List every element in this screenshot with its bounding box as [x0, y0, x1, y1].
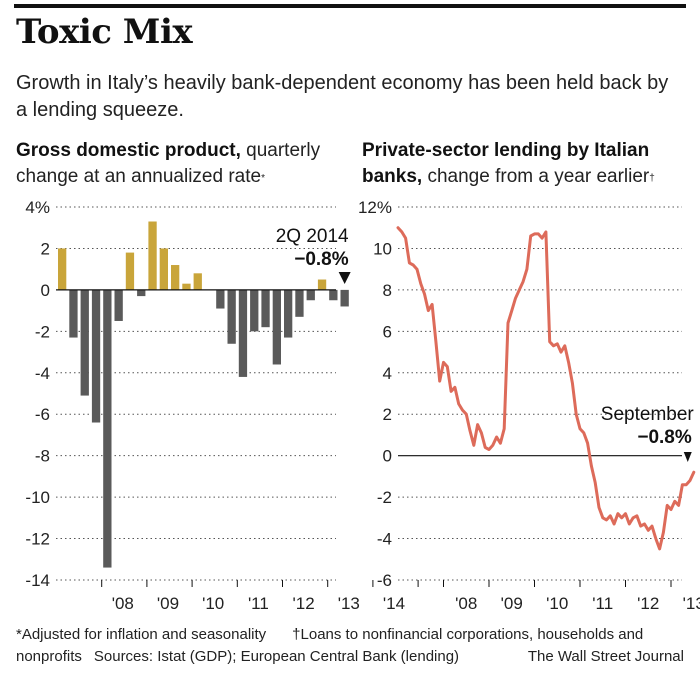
top-rule [14, 4, 686, 8]
gdp-title-mark: * [261, 173, 265, 184]
gdp-bar [272, 289, 281, 365]
lending-series-line [396, 226, 696, 551]
gdp-bar [284, 289, 293, 338]
gdp-bar [193, 273, 202, 290]
credit-line: The Wall Street Journal [527, 648, 684, 665]
lending-xtick-label: '09 [501, 594, 523, 613]
lending-xtick-label: '08 [455, 594, 477, 613]
gdp-bar [295, 289, 304, 317]
lending-xtick-label: '11 [592, 594, 613, 613]
gdp-bar [80, 289, 89, 396]
sources-note: Sources: Istat (GDP); European Central B… [93, 648, 460, 665]
gdp-xtick-label: '10 [202, 594, 224, 613]
lending-panel-title: Private-sector lending by Italian banks,… [362, 138, 692, 190]
gdp-bar [103, 289, 112, 568]
gdp-bar [58, 248, 67, 290]
lending-title-bold: Private-sector lending by Italian banks, [362, 140, 650, 187]
lending-annotation-value: −0.8% [637, 427, 692, 448]
lending-ytick-label: 2 [383, 405, 392, 424]
lending-ytick-label: 12% [358, 198, 392, 217]
gdp-ytick-label: 4% [25, 198, 50, 217]
gdp-ytick-label: 0 [41, 281, 50, 300]
gdp-ytick-label: -6 [35, 405, 50, 424]
lending-title-rest: change from a year earlier [422, 166, 650, 187]
chart-title: Toxic Mix [16, 12, 193, 52]
gdp-xtick-label: '13 [338, 594, 360, 613]
gdp-bar [216, 289, 225, 309]
gdp-bar [137, 289, 146, 297]
lending-xtick-label: '13 [683, 594, 700, 613]
lending-ytick-label: 0 [383, 447, 392, 466]
footer-line-2: nonprofits Sources: Istat (GDP); European… [16, 648, 459, 665]
gdp-xtick-label: '12 [293, 594, 315, 613]
lending-title-mark: † [649, 173, 655, 184]
footer-line-1: *Adjusted for inflation and seasonality †… [16, 626, 643, 643]
gdp-bar [329, 289, 338, 301]
gdp-title-bold: Gross domestic product, [16, 140, 241, 161]
gdp-ytick-label: 2 [41, 239, 50, 258]
gdp-bar [159, 248, 168, 290]
gdp-xtick-label: '08 [112, 594, 134, 613]
footnote-lending: †Loans to nonfinancial corporations, hou… [292, 626, 644, 643]
gdp-ytick-label: -8 [35, 447, 50, 466]
gdp-bar [261, 289, 270, 328]
gdp-bar [238, 289, 248, 377]
lending-ytick-label: -6 [377, 571, 392, 590]
lending-xtick-label: '12 [637, 594, 659, 613]
gdp-bar [182, 283, 191, 290]
gdp-bar [171, 265, 180, 290]
gdp-bar [306, 289, 315, 301]
footnote-lending-cont: nonprofits [16, 648, 82, 665]
footnote-gdp: *Adjusted for inflation and seasonality [16, 626, 267, 643]
gdp-panel-title: Gross domestic product, quarterly change… [16, 138, 346, 190]
lending-ytick-label: 6 [383, 322, 392, 341]
gdp-annotation-marker-icon [338, 272, 351, 284]
gdp-annotation-label: 2Q 2014 [276, 226, 349, 247]
gdp-bar [91, 289, 101, 423]
gdp-bar [69, 289, 78, 338]
gdp-title-rest: quarterly change at an annualized rate [16, 140, 321, 187]
lending-ytick-label: -2 [377, 488, 392, 507]
gdp-xtick-label: '09 [157, 594, 179, 613]
gdp-ytick-label: -2 [35, 322, 50, 341]
gdp-bar [250, 289, 259, 332]
lending-annotation-label: September [601, 404, 695, 425]
gdp-bar [125, 252, 135, 290]
gdp-bar [317, 279, 327, 290]
gdp-bar [227, 289, 236, 344]
gdp-bar [114, 289, 123, 321]
lending-annotation-marker-icon [683, 452, 692, 462]
gdp-xtick-label: '14 [383, 594, 405, 613]
gdp-ytick-label: -14 [25, 571, 50, 590]
gdp-ytick-label: -10 [25, 488, 50, 507]
lending-ytick-label: 4 [383, 364, 392, 383]
gdp-bar [148, 221, 157, 290]
lending-ytick-label: 8 [383, 281, 392, 300]
lending-xtick-label: '10 [546, 594, 568, 613]
gdp-annotation-value: −0.8% [294, 249, 349, 270]
gdp-ytick-label: -4 [35, 364, 50, 383]
gdp-ytick-label: -12 [25, 530, 50, 549]
lending-ytick-label: -4 [377, 530, 392, 549]
gdp-xtick-label: '11 [248, 594, 269, 613]
chart-subtitle: Growth in Italy’s heavily bank-dependent… [16, 72, 669, 121]
gdp-bar [340, 289, 349, 307]
lending-ytick-label: 10 [373, 239, 392, 258]
